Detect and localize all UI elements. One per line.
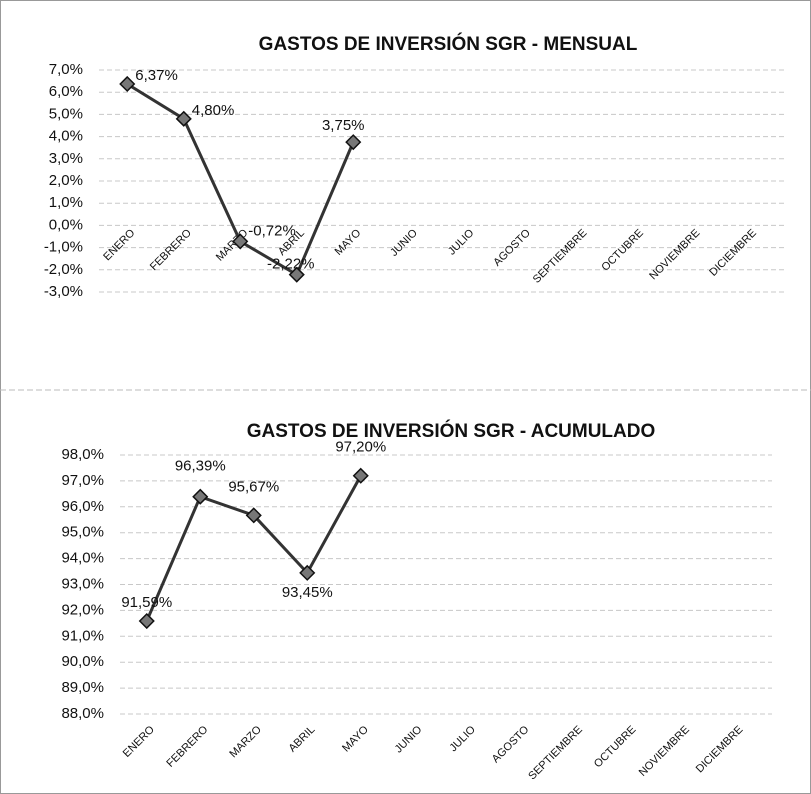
y-tick-label: -1,0% [44, 239, 83, 256]
data-label: -0,72% [248, 222, 296, 239]
y-tick-label: 0,0% [49, 216, 83, 233]
data-label: 96,39% [175, 458, 226, 475]
y-tick-label: 93,0% [61, 575, 104, 592]
y-tick-label: 6,0% [49, 83, 83, 100]
y-tick-label: 96,0% [61, 498, 104, 515]
y-tick-label: 4,0% [49, 128, 83, 145]
y-tick-label: 89,0% [61, 679, 104, 696]
y-tick-label: 2,0% [49, 172, 83, 189]
y-tick-label: 91,0% [61, 627, 104, 644]
marker [175, 110, 192, 127]
y-tick-label: 3,0% [49, 150, 83, 167]
data-label: 97,20% [335, 439, 386, 456]
y-tick-label: 90,0% [61, 653, 104, 670]
chart-title: GASTOS DE INVERSIÓN SGR - ACUMULADO [247, 420, 656, 442]
marker [345, 134, 362, 151]
data-label: -2,22% [267, 256, 315, 273]
chart-title: GASTOS DE INVERSIÓN SGR - MENSUAL [259, 33, 638, 55]
data-label: 95,67% [228, 478, 279, 495]
y-tick-label: 1,0% [49, 194, 83, 211]
marker [119, 75, 136, 93]
marker [192, 488, 209, 505]
data-label: 4,80% [192, 102, 235, 119]
marker [138, 612, 155, 630]
y-tick-label: -2,0% [44, 261, 83, 278]
data-label: 91,59% [121, 594, 172, 611]
marker [245, 507, 262, 524]
y-tick-label: 88,0% [61, 705, 104, 722]
y-tick-label: 98,0% [61, 446, 104, 463]
marker [299, 564, 316, 581]
y-tick-label: 94,0% [61, 550, 104, 567]
marker [232, 233, 249, 250]
y-tick-label: 92,0% [61, 601, 104, 618]
marker [288, 266, 305, 283]
data-label: 93,45% [282, 584, 333, 601]
y-tick-label: 97,0% [61, 472, 104, 489]
marker [352, 467, 369, 484]
y-tick-label: -3,0% [44, 283, 83, 300]
y-tick-label: 7,0% [49, 61, 83, 78]
y-tick-label: 95,0% [61, 524, 104, 541]
data-label: 6,37% [135, 67, 178, 84]
y-tick-label: 5,0% [49, 105, 83, 122]
data-label: 3,75% [322, 117, 365, 134]
